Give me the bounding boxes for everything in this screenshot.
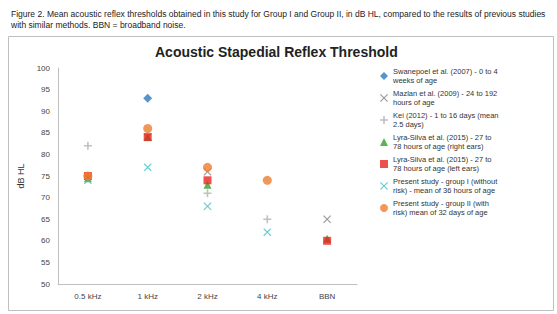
svg-text:weeks of age: weeks of age	[392, 76, 437, 85]
svg-text:100: 100	[37, 64, 51, 73]
svg-text:4 kHz: 4 kHz	[257, 292, 277, 301]
svg-text:with similar methods. BBN = br: with similar methods. BBN = broadband no…	[10, 20, 186, 30]
svg-text:85: 85	[41, 128, 50, 137]
svg-text:2 kHz: 2 kHz	[197, 292, 217, 301]
svg-text:1 kHz: 1 kHz	[137, 292, 157, 301]
svg-text:55: 55	[41, 258, 50, 267]
svg-text:hours of age: hours of age	[393, 98, 435, 107]
svg-text:risk) mean of 32 days of age: risk) mean of 32 days of age	[393, 208, 488, 217]
svg-text:78 hours of age (right ears): 78 hours of age (right ears)	[393, 142, 484, 151]
svg-text:78 hours of age (left ears): 78 hours of age (left ears)	[393, 164, 479, 173]
svg-text:Present study - group I (witho: Present study - group I (without	[393, 177, 499, 186]
svg-text:80: 80	[41, 150, 50, 159]
svg-text:70: 70	[41, 193, 50, 202]
svg-text:75: 75	[41, 172, 50, 181]
svg-text:Acoustic Stapedial Reflex Thre: Acoustic Stapedial Reflex Threshold	[155, 44, 398, 60]
svg-text:50: 50	[41, 280, 50, 289]
svg-text:Kei (2012) - 1 to 16 days (mea: Kei (2012) - 1 to 16 days (mean	[393, 111, 501, 120]
svg-text:Mazlan et al. (2009) - 24 to 1: Mazlan et al. (2009) - 24 to 192	[393, 89, 499, 98]
svg-text:2.5 days): 2.5 days)	[393, 120, 424, 129]
svg-text:Swanepoel et al. (2007) - 0 to: Swanepoel et al. (2007) - 0 to 4	[393, 67, 500, 76]
svg-text:Present study - group II (with: Present study - group II (with	[393, 199, 491, 208]
svg-text:Figure 2. Mean acoustic reflex: Figure 2. Mean acoustic reflex threshold…	[11, 9, 548, 19]
svg-text:90: 90	[41, 107, 50, 116]
svg-text:95: 95	[41, 85, 50, 94]
svg-text:dB HL: dB HL	[16, 163, 26, 188]
svg-text:Lyra-Silva et al. (2015) - 27: Lyra-Silva et al. (2015) - 27 to	[393, 133, 494, 142]
svg-text:risk) - mean of 36 hours of ag: risk) - mean of 36 hours of age	[393, 186, 495, 195]
svg-text:65: 65	[41, 215, 50, 224]
svg-text:BBN: BBN	[319, 292, 336, 301]
svg-text:60: 60	[41, 236, 50, 245]
svg-text:0.5 kHz: 0.5 kHz	[74, 292, 101, 301]
svg-text:Lyra-Silva et al. (2015) - 27: Lyra-Silva et al. (2015) - 27 to	[393, 155, 494, 164]
